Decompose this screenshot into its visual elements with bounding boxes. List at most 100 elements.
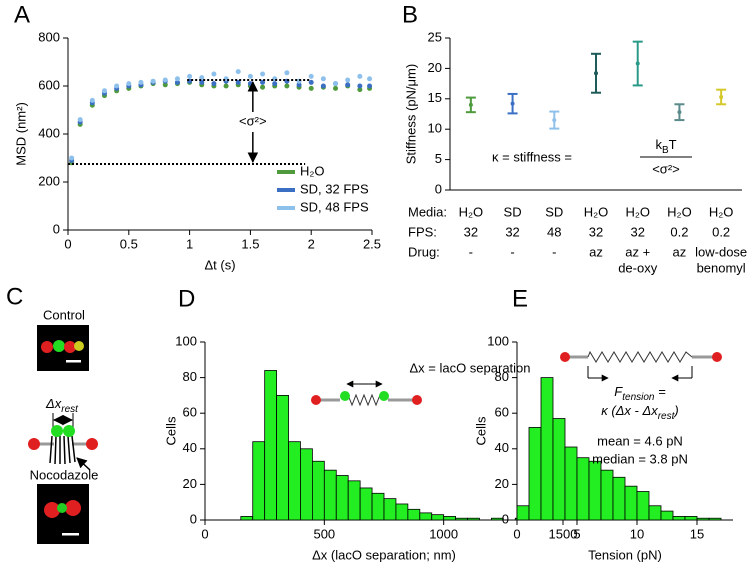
histogram-bar — [288, 441, 301, 521]
table-cell: SD — [545, 204, 563, 219]
mean-marker — [719, 94, 724, 99]
y-tick-label: 40 — [495, 440, 509, 455]
panel-letter: B — [402, 1, 418, 28]
y-tick-label: 80 — [183, 369, 197, 384]
mean-marker — [635, 61, 640, 66]
data-point — [260, 71, 266, 77]
data-point — [174, 79, 180, 85]
histogram-bar — [576, 457, 590, 521]
x-tick-label: 5 — [573, 526, 580, 541]
histogram-bar — [612, 476, 626, 521]
x-tick-label: 1 — [186, 236, 193, 251]
annotation: k — [655, 137, 662, 152]
data-point — [247, 73, 253, 79]
table-cell: H₂O — [709, 204, 734, 219]
data-point — [272, 81, 278, 87]
annotation: = — [654, 384, 666, 399]
legend-label: SD, 48 FPS — [300, 199, 369, 214]
panel-letter: E — [512, 285, 528, 312]
table-row-label: Media: — [408, 204, 447, 219]
histogram-bar — [431, 514, 445, 521]
data-point — [114, 83, 120, 89]
histogram-bar — [540, 377, 554, 521]
x-axis-label: Δt (s) — [204, 257, 235, 272]
data-point — [150, 78, 156, 84]
table-cell: de-oxy — [618, 260, 658, 275]
data-point — [235, 69, 241, 75]
histogram-bar — [467, 517, 480, 521]
histogram-bar — [347, 480, 361, 521]
x-tick-label: 0 — [64, 236, 71, 251]
table-cell: H₂O — [625, 204, 650, 219]
y-tick-label: 0 — [190, 511, 197, 526]
histogram-bar — [455, 517, 468, 521]
panel-c-art — [28, 325, 98, 544]
formula: <σ²> — [652, 161, 680, 176]
label: rest — [61, 404, 79, 415]
histogram-bar — [240, 516, 254, 521]
histogram-bar — [708, 517, 722, 521]
histogram-bar — [252, 441, 266, 521]
y-axis-label: Cells — [163, 416, 178, 445]
histogram-bar — [696, 517, 710, 521]
y-tick-label: 10 — [428, 121, 442, 136]
y-tick-label: 20 — [495, 476, 509, 491]
histogram-bar — [276, 394, 289, 521]
table-cell: 32 — [464, 224, 478, 239]
data-point — [223, 83, 229, 89]
x-tick-label: 1.5 — [241, 236, 259, 251]
x-tick-label: 0 — [201, 526, 208, 541]
mean-marker — [677, 110, 682, 115]
annotation: T — [669, 137, 677, 152]
y-tick-label: 15 — [428, 90, 442, 105]
data-point — [284, 70, 290, 76]
histogram-bar — [443, 516, 456, 521]
x-tick-label: 1500 — [549, 526, 578, 541]
annotation: rest — [658, 411, 676, 422]
x-tick-label: 0 — [513, 526, 520, 541]
data-point — [211, 71, 217, 77]
histogram-bar — [323, 469, 337, 521]
data-point — [162, 77, 168, 83]
y-axis-label: Stiffness (pN/μm) — [403, 64, 418, 164]
table-cell: benomyl — [697, 260, 746, 275]
table-cell: az + — [625, 244, 650, 259]
data-point — [357, 83, 363, 89]
table-cell: - — [552, 244, 556, 259]
data-point — [260, 84, 266, 90]
table-cell: SD — [504, 204, 522, 219]
histogram-bar — [300, 448, 313, 521]
annotation: κ (Δx - Δx — [601, 403, 658, 418]
table-cell: az — [673, 244, 687, 259]
mean-marker — [594, 71, 598, 76]
data-point — [187, 73, 193, 79]
mean-marker — [468, 102, 473, 107]
histogram-bar — [660, 510, 674, 521]
histogram-bar — [636, 491, 650, 521]
data-point — [138, 79, 144, 85]
data-point — [320, 76, 326, 82]
legend-label: H₂O — [300, 163, 325, 178]
label: Δxrest — [45, 396, 79, 414]
data-point — [345, 82, 351, 88]
data-point — [367, 76, 373, 82]
histogram-bar — [552, 418, 566, 521]
y-tick-label: 800 — [38, 29, 60, 44]
statistic: median = 3.8 pN — [592, 451, 688, 466]
x-tick-label: 0.5 — [120, 236, 138, 251]
y-tick-label: 80 — [495, 369, 509, 384]
data-point — [357, 73, 363, 79]
data-point — [69, 155, 75, 161]
panel-letter: C — [6, 283, 23, 310]
histogram-bar — [516, 505, 530, 521]
x-tick-label: 15 — [690, 526, 704, 541]
x-axis-label: Tension (pN) — [588, 547, 662, 562]
table-cell: H₂O — [584, 204, 609, 219]
mean-marker — [510, 101, 515, 106]
data-point — [174, 76, 180, 82]
histogram-bar — [528, 427, 542, 521]
histogram-bar — [335, 475, 349, 521]
table-cell: az — [589, 244, 603, 259]
data-point — [101, 88, 107, 94]
